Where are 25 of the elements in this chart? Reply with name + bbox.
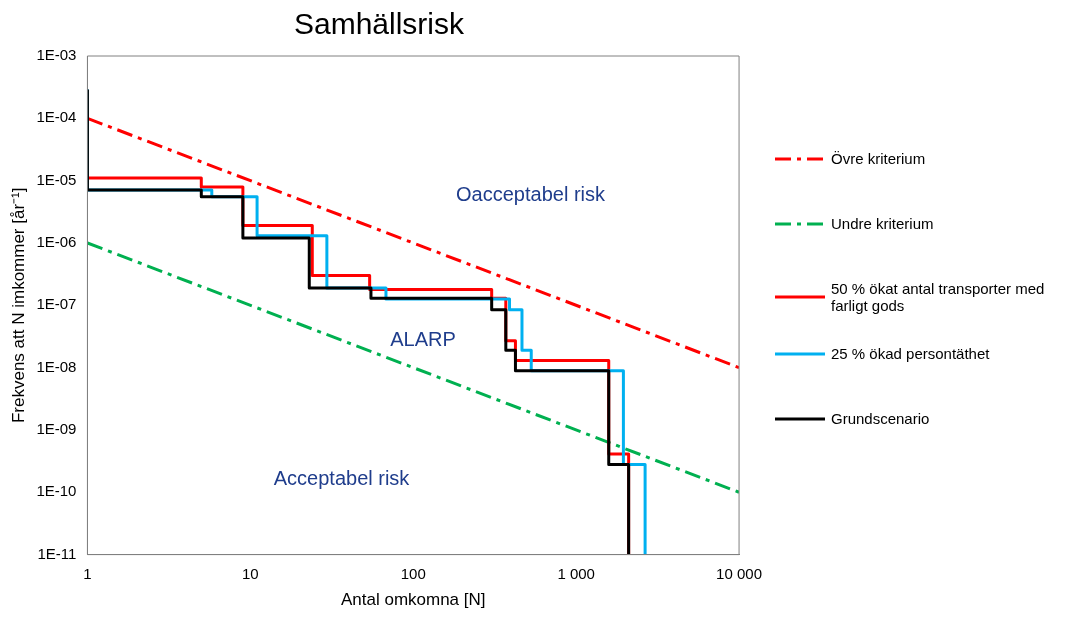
y-tick-label: 1E-05 (36, 170, 77, 188)
y-tick-label: 1E-09 (36, 420, 77, 438)
y-tick-label: 1E-10 (36, 482, 77, 500)
y-tick-label: 1E-11 (37, 544, 77, 562)
annotation: Acceptabel risk (273, 467, 411, 490)
chart-title: Samhällsrisk (293, 7, 466, 41)
y-axis-title: Frekvens att N imkommer [år⁻¹] (8, 187, 28, 424)
x-tick-label: 1 (83, 564, 92, 582)
legend-label: Övre kriterium (831, 150, 927, 167)
annotation: Oacceptabel risk (456, 183, 607, 206)
x-tick-label: 10 000 (716, 564, 763, 582)
legend-label: 25 % ökad persontäthet (831, 345, 991, 362)
legend-label: 50 % ökat antal transporter med farligt gods (831, 280, 1046, 314)
legend-label: Grundscenario (831, 410, 931, 427)
y-tick-label: 1E-04 (36, 108, 77, 126)
y-tick-label: 1E-07 (36, 295, 77, 313)
y-tick-label: 1E-03 (36, 46, 77, 64)
x-tick-label: 1 000 (557, 564, 595, 582)
legend-label: Undre kriterium (831, 215, 935, 232)
x-axis-title: Antal omkomna [N] (340, 590, 486, 610)
y-tick-label: 1E-08 (36, 357, 77, 375)
x-tick-label: 10 (241, 564, 259, 582)
y-tick-label: 1E-06 (36, 233, 77, 251)
annotation: ALARP (390, 327, 456, 350)
x-tick-label: 100 (400, 564, 426, 582)
